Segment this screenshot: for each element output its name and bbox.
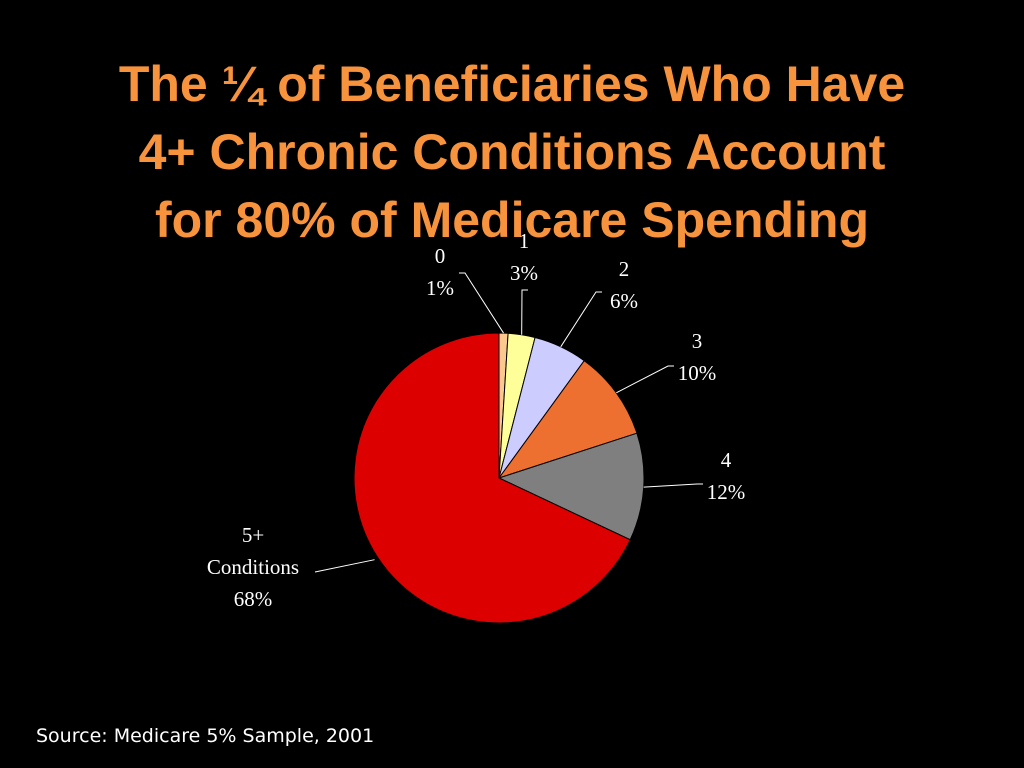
slice-value: 12% xyxy=(707,480,746,504)
leader-line-6 xyxy=(314,559,375,573)
leader-line-1 xyxy=(459,272,504,334)
slice-value: 10% xyxy=(678,361,717,385)
pie-slice-6 xyxy=(353,332,631,624)
slice-category: 2 xyxy=(619,257,630,281)
slice-category: Conditions xyxy=(207,555,299,579)
slice-label-5: 4 12% xyxy=(707,448,746,504)
slice-category: 0 xyxy=(435,244,446,268)
slice-label-3: 2 6% xyxy=(610,257,638,313)
title-line-1: The ¼ of Beneficiaries Who Have xyxy=(118,56,906,112)
leader-line-4 xyxy=(616,365,674,394)
title-line-2: 4+ Chronic Conditions Account xyxy=(138,124,886,180)
source-note: Source: Medicare 5% Sample, 2001 xyxy=(36,725,375,747)
slice-category: 3 xyxy=(692,329,703,353)
leader-line-3 xyxy=(560,291,602,348)
leader-line-2 xyxy=(521,289,528,335)
slice-value: 68% xyxy=(234,587,273,611)
slice-category: 4 xyxy=(721,448,732,472)
slice-category: 5+ xyxy=(242,523,264,547)
leader-lines xyxy=(314,272,703,573)
slice-labels: 0 1%1 3% 2 6%3 10%4 12%5+ Conditions 68% xyxy=(207,229,745,611)
slice-label-2: 1 3% xyxy=(510,229,538,285)
slice-label-4: 3 10% xyxy=(678,329,717,385)
title-line-3: for 80% of Medicare Spending xyxy=(154,192,869,248)
pie-slice-5 xyxy=(497,432,645,541)
slide-title: The ¼ of Beneficiaries Who Have 4+ Chron… xyxy=(0,50,1024,254)
slice-value: 6% xyxy=(610,289,638,313)
slice-value: 1% xyxy=(426,276,454,300)
pie-slices xyxy=(353,332,645,624)
slice-label-1: 0 1% xyxy=(426,244,454,300)
slice-value: 3% xyxy=(510,261,538,285)
pie-slice-4 xyxy=(497,359,638,479)
slice-category: 1 xyxy=(519,229,530,253)
slice-label-6: 5+ Conditions 68% xyxy=(207,523,299,611)
leader-line-5 xyxy=(643,483,703,488)
